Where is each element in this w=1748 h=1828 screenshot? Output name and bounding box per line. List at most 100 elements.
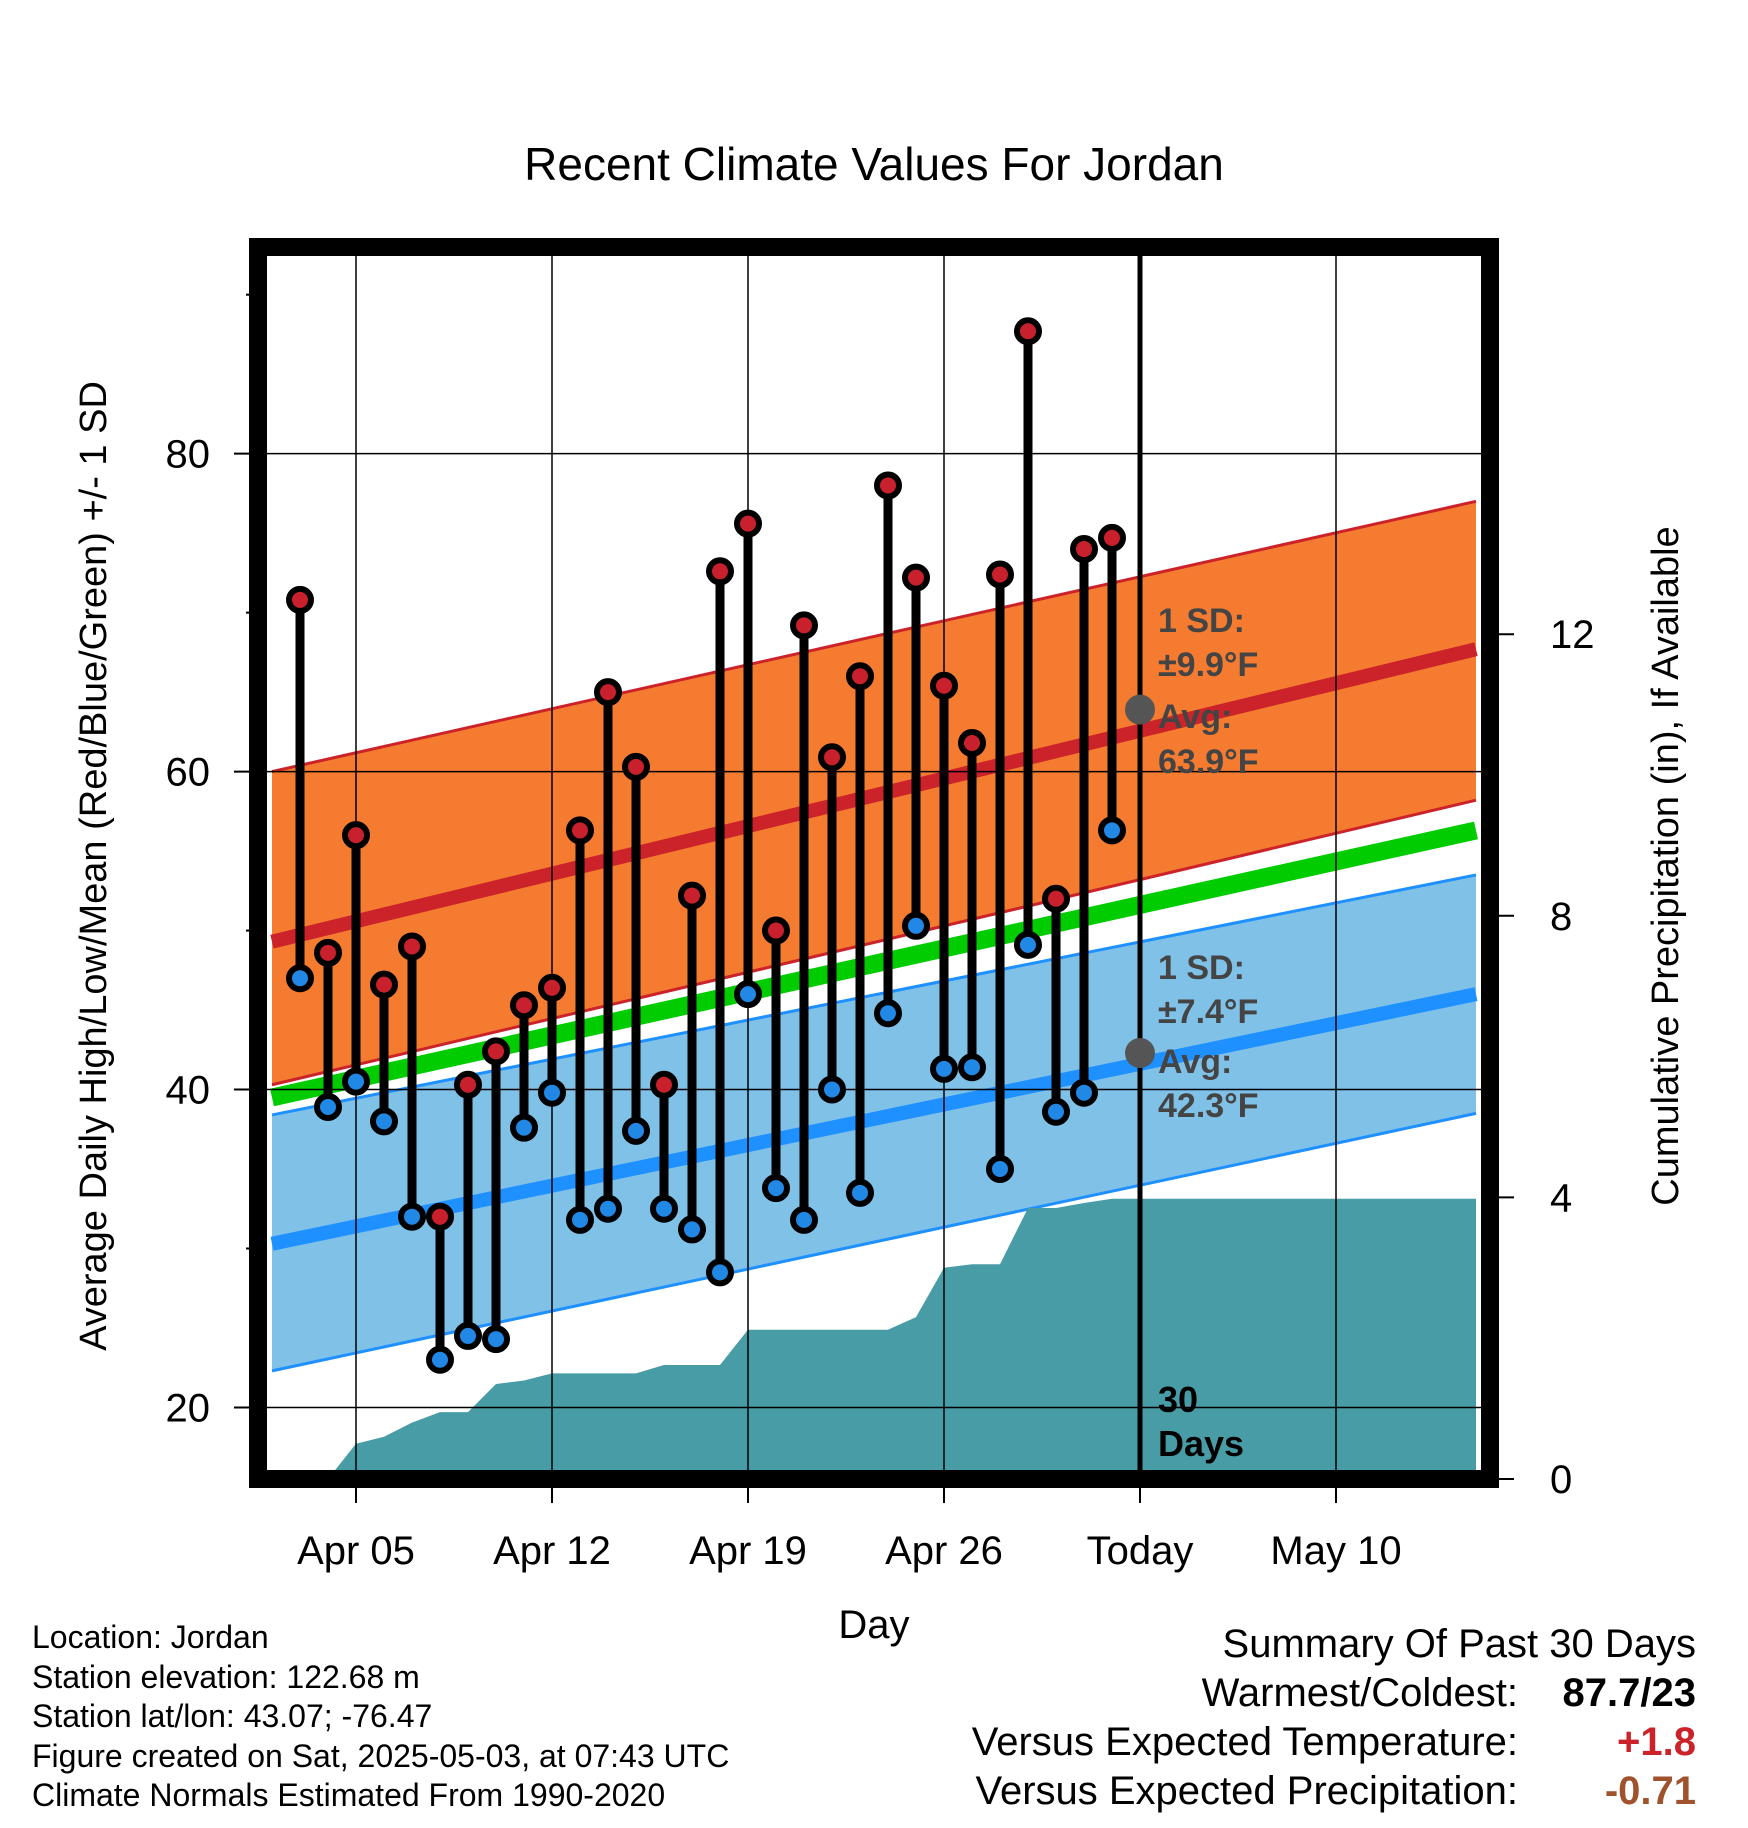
low-point <box>1070 1078 1098 1107</box>
y-tick-label: 80 <box>166 433 211 477</box>
y2-axis-label: Cumulative Precipitation (in), If Availa… <box>1645 526 1687 1205</box>
x-axis-label: Day <box>838 1603 909 1647</box>
high-point <box>874 471 902 500</box>
high-point <box>398 932 426 961</box>
days-label-number: 30 <box>1158 1379 1198 1420</box>
high-point <box>986 560 1014 589</box>
low-point <box>566 1205 594 1234</box>
high-point <box>622 752 650 781</box>
low-point <box>734 980 762 1009</box>
latlon-text: Station lat/lon: 43.07; -76.47 <box>32 1698 433 1734</box>
high-point <box>454 1070 482 1099</box>
high-point <box>482 1037 510 1066</box>
low-point <box>986 1155 1014 1184</box>
low-point <box>538 1078 566 1107</box>
x-tick-label: Apr 12 <box>493 1529 611 1573</box>
high-point <box>1014 317 1042 346</box>
precip-value: -0.71 <box>1604 1769 1696 1813</box>
low-point <box>762 1174 790 1203</box>
y-tick-label: 40 <box>166 1069 211 1113</box>
high-sd-value: ±9.9°F <box>1158 646 1258 684</box>
y-tick-label: 60 <box>166 751 211 795</box>
low-point <box>1042 1097 1070 1126</box>
y-tick-label: 20 <box>166 1386 211 1430</box>
y2-tick-label: 8 <box>1550 895 1572 939</box>
high-point <box>818 743 846 772</box>
high-point <box>846 662 874 691</box>
station-info: Location: Jordan Station elevation: 122.… <box>32 1618 729 1816</box>
summary-panel: Summary Of Past 30 Days Warmest/Coldest:… <box>972 1620 1696 1816</box>
high-normal-line <box>270 642 1478 949</box>
created-text: Figure created on Sat, 2025-05-03, at 07… <box>32 1737 730 1774</box>
low-point <box>342 1067 370 1096</box>
high-point <box>510 991 538 1020</box>
high-sd-lower-line <box>271 798 1477 1087</box>
low-point <box>790 1205 818 1234</box>
low-point <box>874 999 902 1028</box>
high-point <box>650 1070 678 1099</box>
precip-area <box>272 1198 1476 1479</box>
y2-tick-label: 0 <box>1550 1458 1572 1502</box>
low-point <box>1014 930 1042 959</box>
low-sd-label: 1 SD: <box>1158 949 1245 987</box>
high-point <box>370 970 398 999</box>
low-point <box>622 1116 650 1145</box>
high-point <box>762 916 790 945</box>
low-point <box>454 1321 482 1350</box>
low-point <box>286 964 314 993</box>
high-point <box>286 585 314 614</box>
y-axis-label: Average Daily High/Low/Mean (Red/Blue/Gr… <box>73 381 115 1351</box>
low-point <box>510 1113 538 1142</box>
high-sd-upper-line <box>271 499 1477 774</box>
high-point <box>594 678 622 707</box>
temp-value: +1.8 <box>1617 1720 1696 1764</box>
high-avg-marker <box>1125 694 1155 725</box>
high-point <box>426 1202 454 1231</box>
high-point <box>1070 535 1098 564</box>
x-tick-label: May 10 <box>1270 1529 1401 1573</box>
high-point <box>538 973 566 1002</box>
normals-text: Climate Normals Estimated From 1990-2020 <box>32 1777 666 1813</box>
chart-title: Recent Climate Values For Jordan <box>524 138 1224 190</box>
low-point <box>930 1054 958 1083</box>
low-point <box>594 1194 622 1223</box>
high-point <box>734 509 762 538</box>
temp-label: Versus Expected Temperature: <box>971 1720 1518 1764</box>
x-tick-label: Apr 05 <box>297 1529 415 1573</box>
elevation-text: Station elevation: 122.68 m <box>32 1658 420 1695</box>
temp-row: Versus Expected Temperature: +1.8 <box>972 1718 1696 1767</box>
x-tick-label: Apr 26 <box>885 1529 1003 1573</box>
warmest-coldest-row: Warmest/Coldest: 87.7/23 <box>972 1669 1696 1718</box>
high-avg-label: Avg: <box>1158 698 1232 736</box>
low-point <box>902 911 930 940</box>
plot-frame <box>249 238 1499 1488</box>
low-point <box>678 1215 706 1244</box>
high-point <box>678 881 706 910</box>
low-point <box>398 1202 426 1231</box>
precip-row: Versus Expected Precipitation: -0.71 <box>972 1767 1696 1816</box>
low-point <box>370 1107 398 1136</box>
y2-tick-label: 4 <box>1550 1176 1572 1220</box>
low-point <box>650 1194 678 1223</box>
low-point <box>706 1258 734 1287</box>
high-point <box>314 938 342 967</box>
low-avg-marker <box>1125 1037 1155 1068</box>
location-text: Location: Jordan <box>32 1619 269 1655</box>
plot-area: 1 SD: ±9.9°F Avg: 63.9°F 1 SD: ±7.4°F Avg: 42.3… <box>166 238 1595 1573</box>
high-point <box>902 563 930 592</box>
days-label-text: Days <box>1158 1423 1244 1464</box>
high-sd-label: 1 SD: <box>1158 602 1245 640</box>
warmest-label: Warmest/Coldest: <box>1201 1671 1518 1715</box>
low-point <box>958 1053 986 1082</box>
low-point <box>426 1345 454 1374</box>
low-sd-value: ±7.4°F <box>1158 993 1258 1031</box>
warmest-value: 87.7/23 <box>1562 1671 1696 1715</box>
precip-label: Versus Expected Precipitation: <box>975 1769 1518 1813</box>
mean-normal-line <box>270 821 1478 1107</box>
high-point <box>1098 523 1126 552</box>
low-point <box>314 1093 342 1122</box>
summary-title: Summary Of Past 30 Days <box>1222 1622 1696 1666</box>
low-avg-label: Avg: <box>1158 1043 1232 1081</box>
high-avg-value: 63.9°F <box>1158 743 1259 781</box>
